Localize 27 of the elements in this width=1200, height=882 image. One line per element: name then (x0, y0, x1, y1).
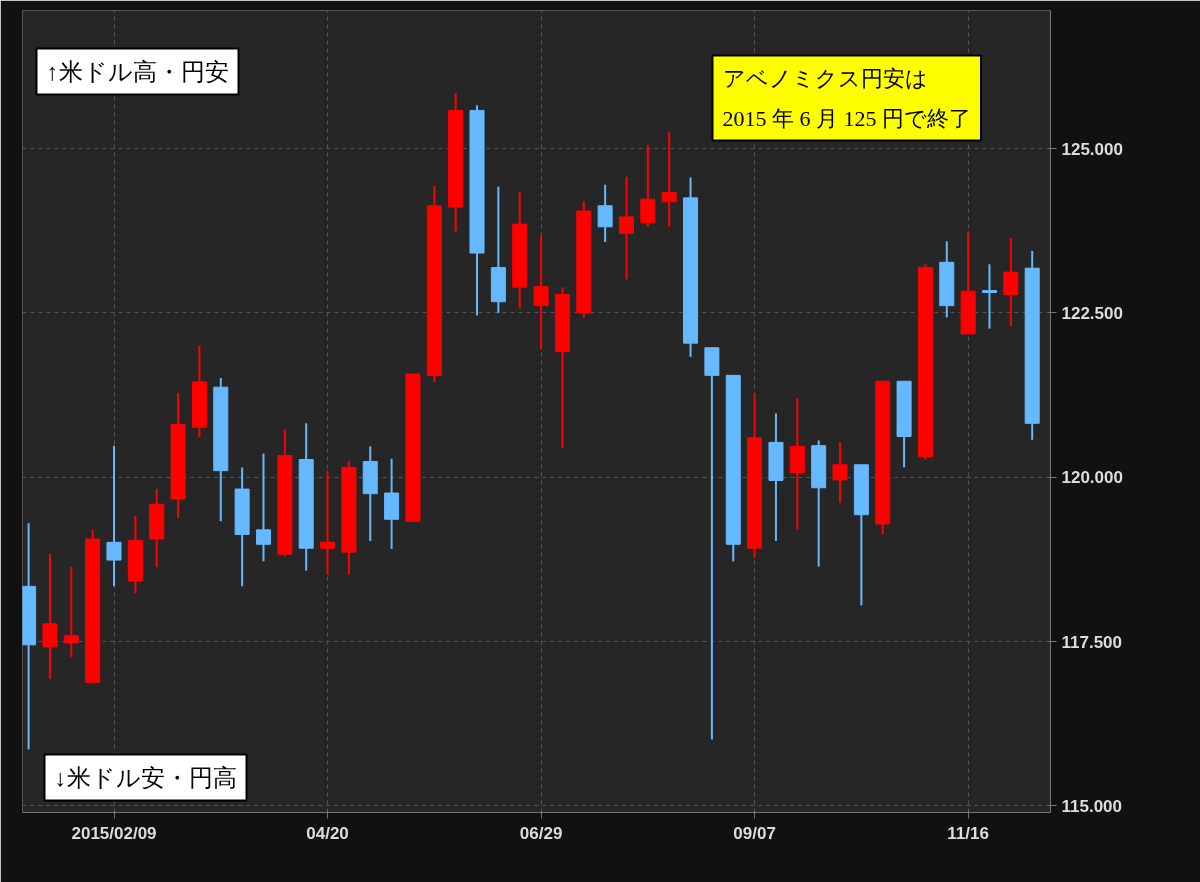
candlestick (106, 444, 122, 588)
y-tick-label: 117.500 (1061, 632, 1123, 652)
candlestick (63, 565, 79, 658)
x-tick-label: 09/07 (733, 823, 776, 843)
candlestick (832, 441, 848, 504)
candlestick (640, 144, 656, 228)
candlestick (42, 552, 58, 681)
annotation: ↑米ドル高・円安 (46, 58, 229, 85)
x-tick-label: 06/29 (519, 823, 563, 843)
y-tick-label: 115.000 (1061, 796, 1123, 816)
candlestick (1003, 236, 1019, 328)
x-tick-label: 04/20 (306, 823, 349, 843)
y-tick-label: 125.000 (1061, 139, 1123, 159)
candlestick (533, 234, 549, 351)
annotation: アベノミクス円安は 2015 年 6 月 125 円で終了 (722, 65, 971, 131)
y-tick-label: 122.500 (1061, 303, 1123, 323)
candlestick (661, 130, 677, 228)
x-tick-label: 11/16 (947, 823, 989, 843)
candlestick (320, 469, 336, 576)
candlestick (255, 452, 271, 563)
y-tick-label: 120.000 (1061, 468, 1123, 488)
candlestick (597, 183, 613, 243)
candlestick (618, 175, 634, 281)
candlestick (981, 263, 998, 330)
candlestick (704, 346, 720, 741)
annotation: ↓米ドル安・円高 (54, 764, 237, 791)
x-tick-label: 2015/02/09 (71, 823, 157, 843)
